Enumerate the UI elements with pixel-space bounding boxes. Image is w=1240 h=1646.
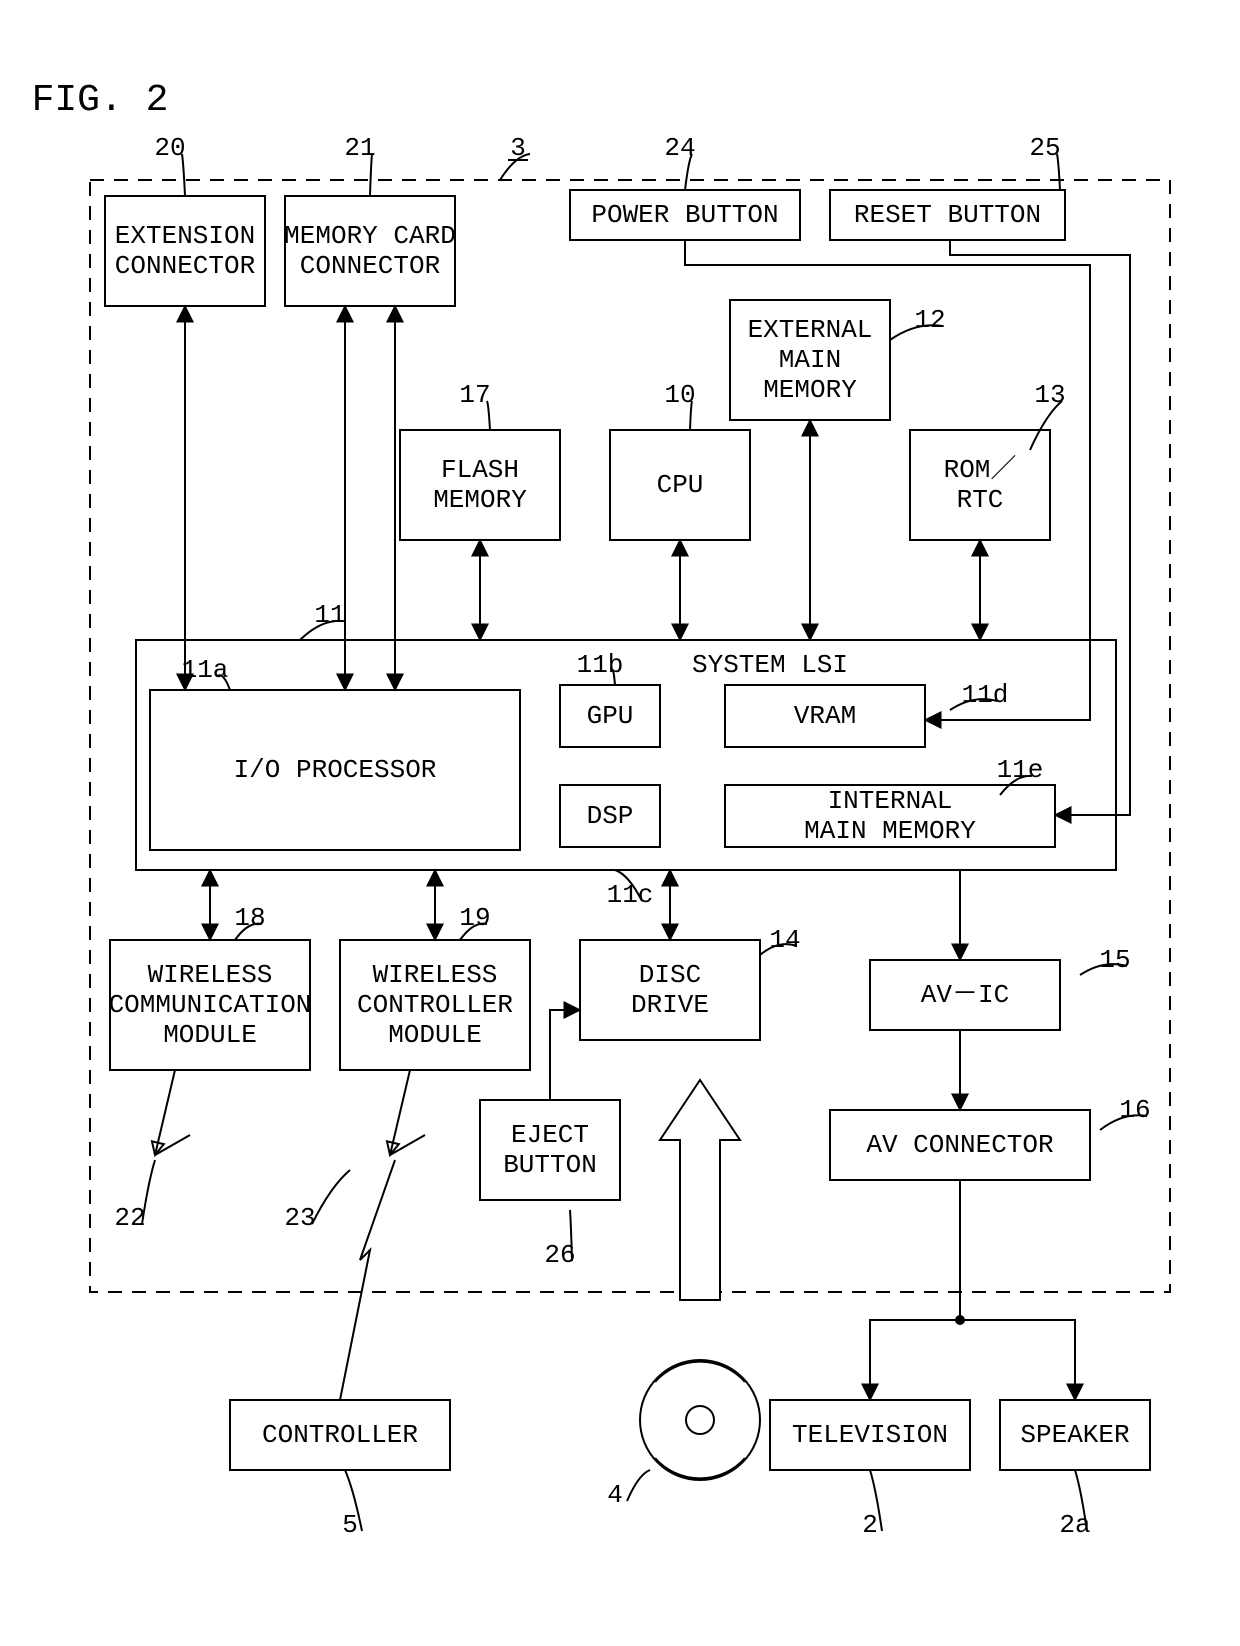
extension-connector-block-label: EXTENSION	[115, 221, 255, 251]
wireless-controller-module-block-label: CONTROLLER	[357, 990, 513, 1020]
wireless-controller-module-block-label: WIRELESS	[373, 960, 498, 990]
svg-text:11a: 11a	[182, 655, 229, 685]
reset-button-block: RESET BUTTON	[830, 190, 1065, 240]
eject-button-block-label: EJECT	[511, 1120, 589, 1150]
io-processor-block: I/O PROCESSOR	[150, 690, 520, 850]
svg-text:19: 19	[459, 903, 490, 933]
svg-text:15: 15	[1099, 945, 1130, 975]
flash-memory-block: FLASHMEMORY	[400, 430, 560, 540]
internal-main-memory-block-label: INTERNAL	[828, 786, 953, 816]
svg-text:22: 22	[114, 1203, 145, 1233]
television-block-label: TELEVISION	[792, 1420, 948, 1450]
wireless-controller-module-block: WIRELESSCONTROLLERMODULE	[340, 940, 530, 1070]
reset-button-block-label: RESET BUTTON	[854, 200, 1041, 230]
memory-card-connector-block-label: CONNECTOR	[300, 251, 440, 281]
memory-card-connector-block: MEMORY CARDCONNECTOR	[284, 196, 456, 306]
disc-drive-block-label: DISC	[639, 960, 701, 990]
vram-block: VRAM	[725, 685, 925, 747]
power-button-block-label: POWER BUTTON	[591, 200, 778, 230]
io-processor-block-label: I/O PROCESSOR	[234, 755, 437, 785]
svg-text:11c: 11c	[607, 880, 654, 910]
flash-memory-block-label: FLASH	[441, 455, 519, 485]
svg-text:20: 20	[154, 133, 185, 163]
eject-button-block-label: BUTTON	[503, 1150, 597, 1180]
external-main-memory-block-label: EXTERNAL	[748, 315, 873, 345]
external-main-memory-block-label: MEMORY	[763, 375, 857, 405]
svg-text:23: 23	[284, 1203, 315, 1233]
disc-drive-block-label: DRIVE	[631, 990, 709, 1020]
external-main-memory-block: EXTERNALMAINMEMORY	[730, 300, 890, 420]
gpu-block: GPU	[560, 685, 660, 747]
svg-text:11d: 11d	[962, 680, 1009, 710]
power-button-block: POWER BUTTON	[570, 190, 800, 240]
av-ic-block-label: AV－IC	[921, 980, 1009, 1010]
dsp-block: DSP	[560, 785, 660, 847]
wireless-comm-module-block-label: COMMUNICATION	[109, 990, 312, 1020]
svg-text:4: 4	[607, 1480, 623, 1510]
rom-rtc-block-label: ROM／	[944, 455, 1017, 485]
wireless-comm-module-block-label: WIRELESS	[148, 960, 273, 990]
vram-block-label: VRAM	[794, 701, 856, 731]
disc-drive-block: DISCDRIVE	[580, 940, 760, 1040]
svg-text:11b: 11b	[577, 650, 624, 680]
controller-block-label: CONTROLLER	[262, 1420, 418, 1450]
system-lsi-label: SYSTEM LSI	[692, 650, 848, 680]
svg-text:11e: 11e	[997, 755, 1044, 785]
rom-rtc-block-label: RTC	[957, 485, 1004, 515]
memory-card-connector-block-label: MEMORY CARD	[284, 221, 456, 251]
extension-connector-block-label: CONNECTOR	[115, 251, 255, 281]
svg-text:16: 16	[1119, 1095, 1150, 1125]
wireless-controller-module-block-label: MODULE	[388, 1020, 482, 1050]
internal-main-memory-block-label: MAIN MEMORY	[804, 816, 976, 846]
speaker-block: SPEAKER	[1000, 1400, 1150, 1470]
gpu-block-label: GPU	[587, 701, 634, 731]
svg-text:18: 18	[234, 903, 265, 933]
svg-text:5: 5	[342, 1510, 358, 1540]
extension-connector-block: EXTENSIONCONNECTOR	[105, 196, 265, 306]
svg-text:2: 2	[862, 1510, 878, 1540]
svg-text:17: 17	[459, 380, 490, 410]
speaker-block-label: SPEAKER	[1020, 1420, 1129, 1450]
external-main-memory-block-label: MAIN	[779, 345, 841, 375]
svg-text:14: 14	[769, 925, 800, 955]
svg-text:12: 12	[914, 305, 945, 335]
flash-memory-block-label: MEMORY	[433, 485, 527, 515]
eject-button-block: EJECTBUTTON	[480, 1100, 620, 1200]
dsp-block-label: DSP	[587, 801, 634, 831]
svg-text:13: 13	[1034, 380, 1065, 410]
internal-main-memory-block: INTERNALMAIN MEMORY	[725, 785, 1055, 847]
controller-block: CONTROLLER	[230, 1400, 450, 1470]
television-block: TELEVISION	[770, 1400, 970, 1470]
wireless-comm-module-block: WIRELESSCOMMUNICATIONMODULE	[109, 940, 312, 1070]
av-connector-block: AV CONNECTOR	[830, 1110, 1090, 1180]
cpu-block-label: CPU	[657, 470, 704, 500]
disc-insert-arrow-icon	[660, 1080, 740, 1300]
rom-rtc-block: ROM／RTC	[910, 430, 1050, 540]
av-ic-block: AV－IC	[870, 960, 1060, 1030]
av-connector-block-label: AV CONNECTOR	[866, 1130, 1053, 1160]
svg-text:FIG. 2: FIG. 2	[32, 79, 169, 122]
cpu-block: CPU	[610, 430, 750, 540]
svg-text:25: 25	[1029, 133, 1060, 163]
wireless-comm-module-block-label: MODULE	[163, 1020, 257, 1050]
